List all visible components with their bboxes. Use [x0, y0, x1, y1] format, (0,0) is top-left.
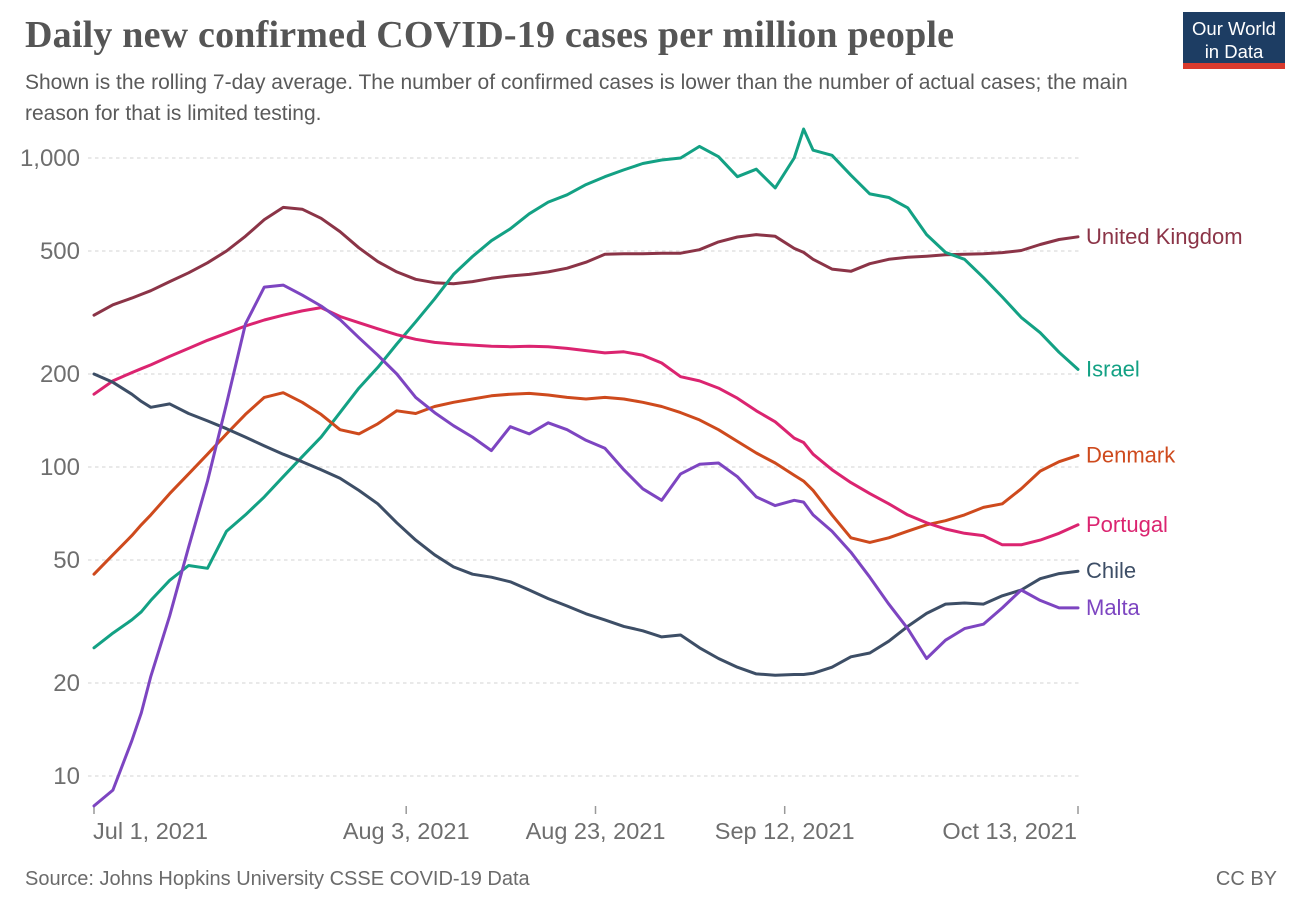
israel-label[interactable]: Israel: [1086, 356, 1140, 381]
x-axis-label-Aug-23-2021: Aug 23, 2021: [526, 818, 666, 844]
y-axis-label-100: 100: [40, 454, 80, 481]
chart-header: Daily new confirmed COVID-19 cases per m…: [25, 14, 1180, 129]
owid-logo-text: Our World in Data: [1183, 12, 1285, 63]
israel-line[interactable]: [92, 127, 1080, 650]
chart-subtitle: Shown is the rolling 7-day average. The …: [25, 70, 1128, 125]
x-axis-label-Aug-3-2021: Aug 3, 2021: [343, 818, 470, 844]
portugal-label[interactable]: Portugal: [1086, 512, 1168, 537]
x-axis-label-Sep-12-2021: Sep 12, 2021: [715, 818, 855, 844]
page-title: Daily new confirmed COVID-19 cases per m…: [25, 14, 955, 56]
y-axis-label-50: 50: [53, 547, 80, 574]
x-axis-label-Oct-13-2021: Oct 13, 2021: [942, 818, 1077, 844]
united-kingdom-label[interactable]: United Kingdom: [1086, 224, 1243, 249]
denmark-label[interactable]: Denmark: [1086, 442, 1176, 467]
x-axis-label-Jul-1-2021: Jul 1, 2021: [93, 818, 208, 844]
y-axis-label-1000: 1,000: [20, 145, 80, 172]
y-axis-label-500: 500: [40, 238, 80, 265]
chile-label[interactable]: Chile: [1086, 558, 1136, 583]
united-kingdom-line[interactable]: [92, 205, 1080, 317]
y-axis-label-200: 200: [40, 361, 80, 388]
denmark-line[interactable]: [92, 391, 1080, 576]
owid-logo-line1: Our World: [1192, 18, 1276, 39]
malta-line[interactable]: [92, 283, 1080, 808]
chart-footer: Source: Johns Hopkins University CSSE CO…: [25, 868, 1277, 891]
y-axis-label-20: 20: [53, 670, 80, 697]
owid-logo-stripe: [1183, 63, 1285, 69]
owid-logo-line2: in Data: [1204, 41, 1264, 63]
owid-logo[interactable]: Our World in Data: [1183, 12, 1285, 69]
y-axis-label-10: 10: [53, 763, 80, 790]
malta-label[interactable]: Malta: [1086, 595, 1141, 620]
source-note: Source: Johns Hopkins University CSSE CO…: [25, 868, 530, 890]
license-link[interactable]: CC BY: [1215, 868, 1277, 890]
